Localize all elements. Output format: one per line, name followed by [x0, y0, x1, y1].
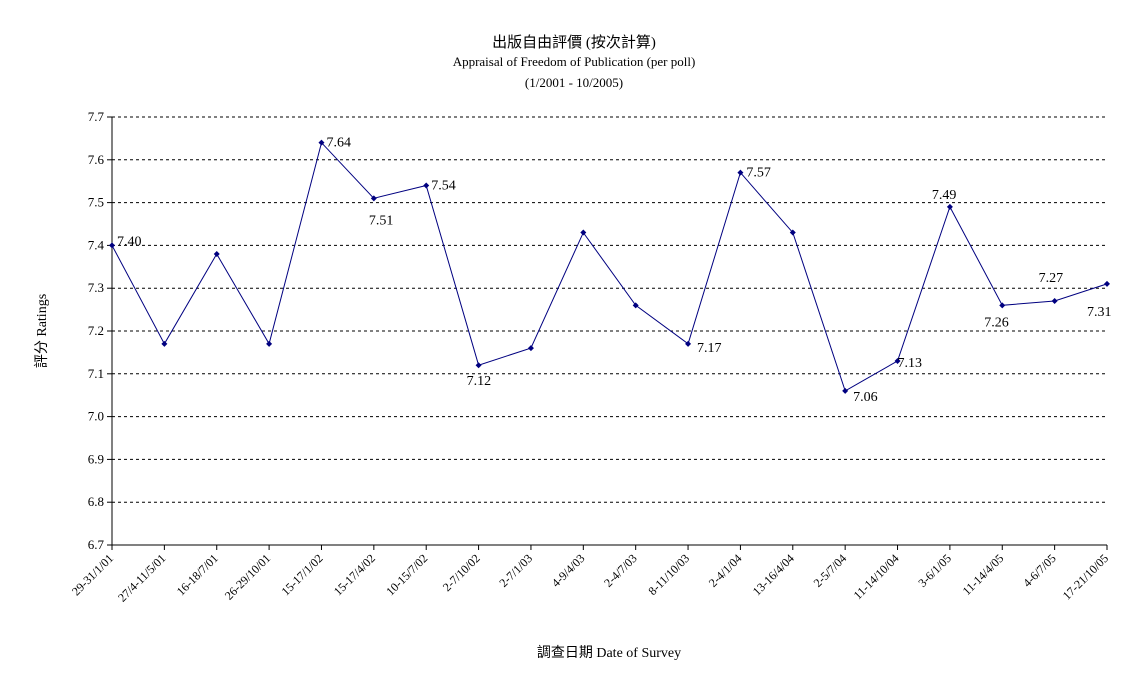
- y-tick-label: 7.3: [88, 280, 104, 295]
- data-label: 7.54: [431, 178, 456, 193]
- x-tick-label: 15-17/1/02: [278, 551, 325, 598]
- data-label: 7.57: [746, 166, 771, 181]
- axes: [107, 116, 1108, 550]
- y-tick-label: 7.6: [88, 152, 105, 167]
- data-point: [946, 203, 953, 210]
- x-tick-label: 4-6/7/05: [1020, 551, 1059, 590]
- data-label: 7.26: [984, 315, 1009, 330]
- x-tick-label: 8-11/10/03: [645, 551, 692, 598]
- data-point: [213, 250, 220, 257]
- x-tick-label: 2-4/7/03: [601, 551, 640, 590]
- data-point: [161, 340, 168, 347]
- data-point: [527, 345, 534, 352]
- data-label: 7.12: [467, 374, 492, 389]
- data-series: [109, 139, 1110, 394]
- data-label: 7.13: [898, 356, 923, 371]
- data-point: [370, 195, 377, 202]
- x-tick-label: 16-18/7/01: [174, 551, 221, 598]
- y-tick-label: 6.9: [88, 451, 104, 466]
- y-tick-label: 7.0: [88, 409, 104, 424]
- data-point: [842, 387, 849, 394]
- data-point: [266, 340, 273, 347]
- x-axis-title: 調查日期 Date of Survey: [537, 645, 681, 661]
- chart-subtitle: Appraisal of Freedom of Publication (per…: [452, 54, 696, 69]
- series-line: [111, 141, 1108, 392]
- data-labels: 7.40 7.64 7.51 7.54 7.12 7.17 7.57 7.06 7.13 7.49…: [117, 136, 1112, 405]
- data-point: [632, 302, 639, 309]
- x-tick-label: 29-31/1/01: [69, 551, 116, 598]
- data-point: [999, 302, 1006, 309]
- x-tick-label: 15-17/4/02: [331, 551, 378, 598]
- data-label: 7.17: [697, 341, 722, 356]
- data-label: 7.40: [117, 234, 142, 249]
- x-tick-label: 17-21/10/05: [1060, 551, 1111, 602]
- data-label: 7.64: [326, 136, 351, 151]
- data-label: 7.06: [853, 390, 878, 405]
- data-point: [1104, 280, 1110, 287]
- y-tick-label: 7.2: [88, 323, 104, 338]
- chart-title: 出版自由評價 (按次計算): [492, 35, 656, 51]
- x-tick-label: 2-7/1/03: [496, 551, 535, 590]
- data-point: [894, 357, 901, 364]
- x-tick-label: 3-6/1/05: [915, 551, 954, 590]
- data-label: 7.51: [369, 213, 394, 228]
- x-tick-label: 13-16/4/04: [750, 551, 797, 598]
- data-point: [1051, 298, 1058, 305]
- x-tick-label: 4-9/4/03: [549, 551, 588, 590]
- y-tick-label: 7.7: [88, 109, 105, 124]
- x-tick-label: 11-14/4/05: [960, 551, 1007, 598]
- x-tick-label: 2-7/10/02: [440, 551, 483, 594]
- gridlines: [112, 116, 1107, 503]
- x-tick-label: 2-5/7/04: [811, 551, 850, 590]
- data-label: 7.31: [1087, 305, 1112, 320]
- x-tick-label: 2-4/1/04: [706, 551, 745, 590]
- data-point: [789, 229, 796, 236]
- x-tick-label: 10-15/7/02: [383, 551, 430, 598]
- y-tick-label: 7.1: [88, 366, 104, 381]
- x-tick-label: 27/4-11/5/01: [115, 551, 168, 604]
- data-point: [580, 229, 587, 236]
- y-tick-labels: 6.7 6.8 6.9 7.0 7.1 7.2 7.3 7.4 7.5 7.6 7.7: [88, 109, 105, 552]
- x-tick-label: 26-29/10/01: [222, 551, 273, 602]
- data-label: 7.27: [1039, 271, 1064, 286]
- data-point: [737, 169, 744, 176]
- y-tick-label: 6.8: [88, 494, 104, 509]
- data-point: [475, 362, 482, 369]
- data-point: [109, 242, 115, 249]
- chart-date-range: (1/2001 - 10/2005): [524, 75, 624, 90]
- y-tick-label: 6.7: [88, 537, 105, 552]
- data-point: [423, 182, 430, 189]
- y-axis-title: 評分 Ratings: [34, 294, 50, 368]
- x-tick-label: 11-14/10/04: [851, 551, 902, 602]
- y-tick-label: 7.4: [88, 237, 105, 252]
- data-point: [318, 139, 325, 146]
- data-label: 7.49: [932, 188, 957, 203]
- y-tick-label: 7.5: [88, 195, 104, 210]
- data-point: [685, 340, 692, 347]
